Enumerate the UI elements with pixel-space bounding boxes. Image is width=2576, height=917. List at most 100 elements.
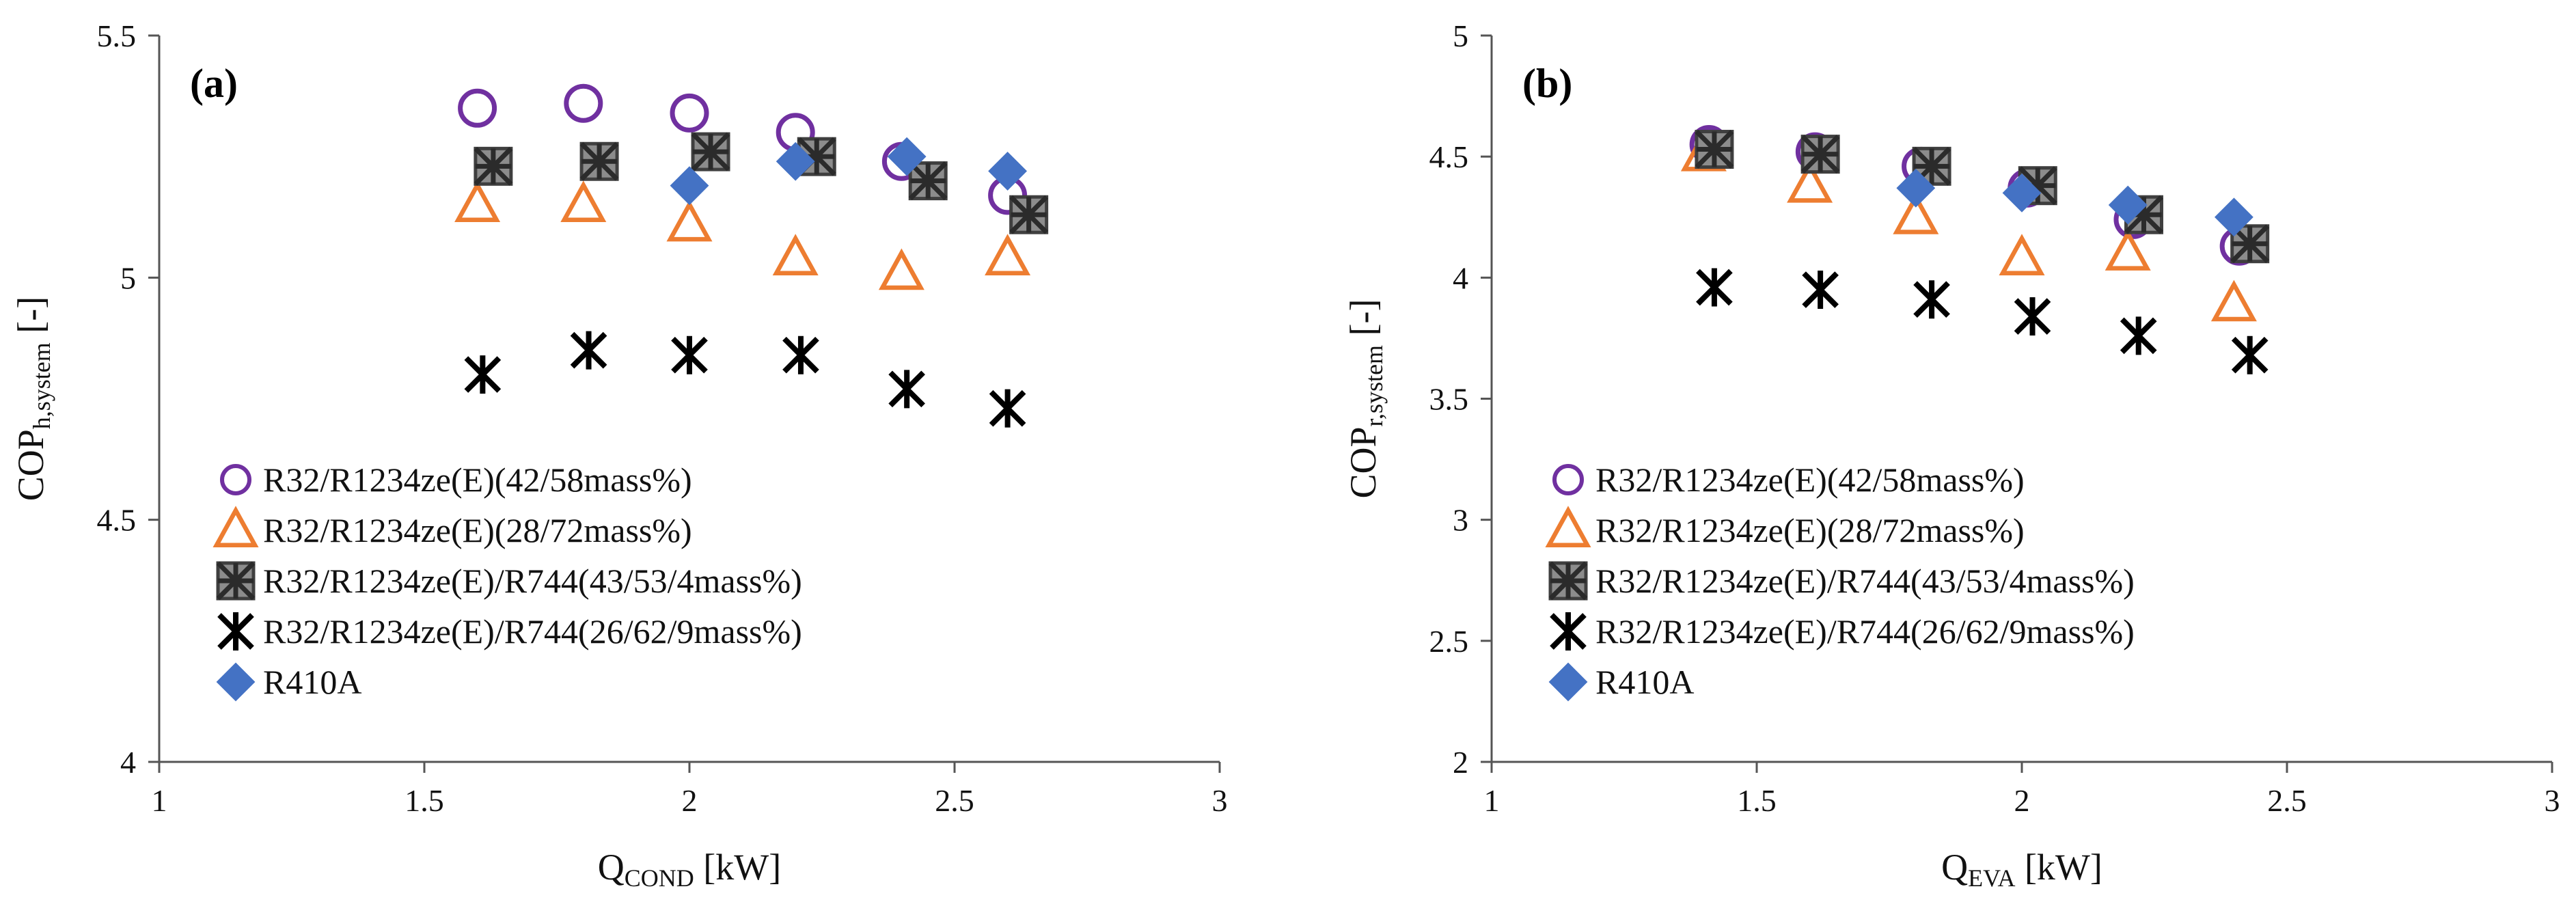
data-point bbox=[1912, 146, 1951, 186]
data-point bbox=[2120, 316, 2157, 355]
x-tick-label: 2 bbox=[682, 783, 698, 818]
data-point bbox=[670, 166, 709, 206]
legend-label: R32/R1234ze(E)(28/72mass%) bbox=[1595, 511, 2025, 549]
data-point bbox=[2002, 173, 2042, 213]
y-tick-label: 3.5 bbox=[1429, 382, 1469, 417]
data-point bbox=[887, 137, 927, 176]
x-tick-label: 3 bbox=[2545, 783, 2560, 818]
legend-item: R32/R1234ze(E)(42/58mass%) bbox=[220, 461, 692, 499]
y-tick-label: 3 bbox=[1453, 503, 1468, 538]
data-point bbox=[985, 234, 1031, 275]
x-tick-label: 3 bbox=[1212, 783, 1228, 818]
data-point bbox=[570, 331, 607, 370]
y-tick-label: 4.5 bbox=[97, 503, 137, 538]
series-4 bbox=[1696, 268, 2269, 374]
data-point bbox=[1896, 168, 1936, 208]
data-point bbox=[1695, 130, 1734, 169]
x-tick-label: 2 bbox=[2014, 783, 2030, 818]
y-tick-label: 2 bbox=[1453, 745, 1468, 780]
legend-item: R32/R1234ze(E)/R744(26/62/9mass%) bbox=[217, 612, 802, 651]
legend-marker bbox=[1548, 662, 1588, 702]
data-point bbox=[666, 200, 713, 242]
legend-marker bbox=[217, 612, 254, 651]
data-point bbox=[878, 248, 924, 290]
data-point bbox=[2231, 336, 2269, 374]
data-point bbox=[1800, 135, 1840, 174]
panel-label: (b) bbox=[1522, 61, 1572, 106]
series-3 bbox=[1695, 130, 2270, 264]
data-point bbox=[670, 93, 709, 133]
data-point bbox=[1802, 271, 1839, 310]
data-point bbox=[464, 355, 502, 394]
series-4 bbox=[464, 331, 1026, 428]
x-tick-label: 2.5 bbox=[2267, 783, 2307, 818]
data-point bbox=[1009, 195, 1049, 234]
data-point bbox=[691, 132, 730, 172]
legend: R32/R1234ze(E)(42/58mass%) R32/R1234ze(E)… bbox=[1545, 461, 2135, 702]
legend: R32/R1234ze(E)(42/58mass%) R32/R1234ze(E)… bbox=[213, 461, 802, 702]
data-point bbox=[474, 146, 513, 186]
data-point bbox=[989, 389, 1026, 428]
data-point bbox=[1787, 161, 1833, 203]
legend-label: R32/R1234ze(E)(42/58mass%) bbox=[1595, 461, 2025, 499]
data-point bbox=[772, 234, 819, 275]
data-point bbox=[1913, 280, 1950, 319]
series-3 bbox=[474, 132, 1049, 234]
legend-label: R32/R1234ze(E)/R744(26/62/9mass%) bbox=[1595, 612, 2135, 651]
x-tick-label: 1.5 bbox=[1737, 783, 1777, 818]
legend-marker bbox=[216, 662, 256, 702]
series-2 bbox=[454, 180, 1031, 290]
legend-item: R410A bbox=[216, 662, 361, 702]
series-5 bbox=[670, 137, 1028, 206]
y-tick-label: 5 bbox=[120, 260, 136, 295]
data-point bbox=[560, 180, 607, 223]
x-axis-title: QCOND [kW] bbox=[598, 847, 781, 892]
data-point bbox=[2214, 197, 2253, 237]
legend-marker bbox=[1552, 464, 1584, 495]
legend-marker bbox=[1548, 561, 1588, 601]
x-tick-label: 1 bbox=[152, 783, 167, 818]
data-point bbox=[2105, 229, 2151, 271]
data-point bbox=[988, 152, 1028, 191]
legend-item: R410A bbox=[1548, 662, 1694, 702]
x-tick-label: 2.5 bbox=[935, 783, 974, 818]
y-tick-label: 4 bbox=[120, 745, 136, 780]
data-point bbox=[671, 336, 708, 374]
y-tick-label: 4.5 bbox=[1429, 139, 1469, 174]
data-point bbox=[908, 161, 948, 201]
data-point bbox=[888, 370, 925, 409]
x-tick-label: 1 bbox=[1484, 783, 1500, 818]
legend-item: R32/R1234ze(E)/R744(43/53/4mass%) bbox=[1548, 561, 2135, 601]
legend-label: R410A bbox=[1595, 663, 1694, 701]
data-point bbox=[2210, 279, 2257, 322]
x-axis-title: QEVA [kW] bbox=[1941, 847, 2102, 892]
data-point bbox=[2014, 297, 2051, 336]
legend-marker bbox=[213, 506, 259, 547]
series-5 bbox=[1896, 168, 2253, 237]
legend-label: R32/R1234ze(E)/R744(43/53/4mass%) bbox=[1595, 562, 2135, 600]
legend-item: R32/R1234ze(E)(28/72mass%) bbox=[1545, 506, 2025, 549]
legend-label: R32/R1234ze(E)(28/72mass%) bbox=[263, 511, 692, 549]
legend-item: R32/R1234ze(E)(42/58mass%) bbox=[1552, 461, 2025, 499]
legend-label: R32/R1234ze(E)(42/58mass%) bbox=[263, 461, 692, 499]
data-point bbox=[579, 141, 619, 181]
series-2 bbox=[1680, 129, 2257, 322]
data-point bbox=[776, 141, 815, 181]
data-point bbox=[454, 180, 501, 223]
data-point bbox=[782, 336, 819, 374]
x-tick-label: 1.5 bbox=[405, 783, 444, 818]
y-tick-label: 2.5 bbox=[1429, 624, 1469, 659]
chart-panel-b: 1 1.5 2 2.5 3 2 2.5 3 3.5 4 4.5 5 QEVA [kW] COPr,syst… bbox=[1343, 18, 2560, 892]
legend-marker bbox=[220, 464, 251, 495]
data-point bbox=[2108, 185, 2148, 225]
legend-label: R32/R1234ze(E)/R744(26/62/9mass%) bbox=[263, 612, 802, 651]
legend-marker bbox=[1550, 612, 1587, 651]
legend-item: R32/R1234ze(E)(28/72mass%) bbox=[213, 506, 692, 549]
legend-label: R32/R1234ze(E)/R744(43/53/4mass%) bbox=[263, 562, 802, 600]
legend-label: R410A bbox=[263, 663, 361, 701]
data-point bbox=[564, 83, 603, 123]
y-tick-label: 5 bbox=[1453, 18, 1468, 53]
legend-item: R32/R1234ze(E)/R744(26/62/9mass%) bbox=[1550, 612, 2135, 651]
y-axis-title: COPr,system [-] bbox=[1343, 299, 1388, 498]
